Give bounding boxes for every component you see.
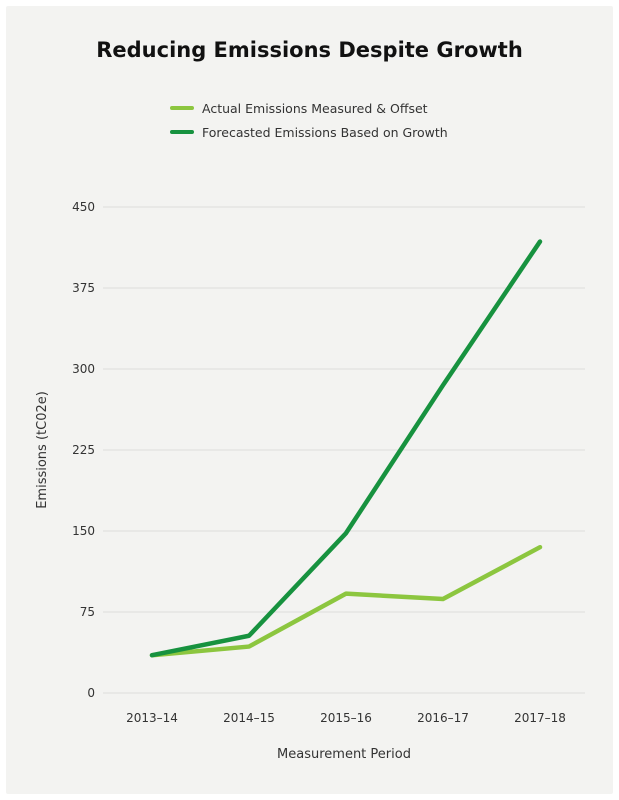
series-line-1 (149, 239, 543, 658)
series-line-0 (149, 544, 543, 658)
chart-card (6, 6, 613, 794)
series-lines (149, 239, 543, 658)
x-tick-labels: 2013–14 2014–15 2015–16 2016–17 2017–18 (126, 711, 566, 725)
chart-title: Reducing Emissions Despite Growth (96, 38, 523, 62)
legend-item-actual: Actual Emissions Measured & Offset (170, 96, 448, 120)
x-tick-label: 2013–14 (126, 711, 178, 725)
legend-swatch-actual (170, 106, 194, 110)
y-tick-labels: 0 75 150 225 300 375 450 (72, 200, 95, 700)
y-axis-title: Emissions (tC02e) (35, 391, 50, 509)
y-tick-label: 150 (72, 524, 95, 538)
x-axis-title: Measurement Period (277, 747, 411, 762)
x-tick-label: 2014–15 (223, 711, 275, 725)
legend-item-forecast: Forecasted Emissions Based on Growth (170, 120, 448, 144)
legend-swatch-forecast (170, 130, 194, 134)
legend: Actual Emissions Measured & Offset Forec… (170, 96, 448, 144)
y-tick-label: 375 (72, 281, 95, 295)
y-tick-label: 75 (80, 605, 95, 619)
legend-label-actual: Actual Emissions Measured & Offset (202, 100, 428, 116)
y-tick-label: 300 (72, 362, 95, 376)
x-tick-label: 2017–18 (514, 711, 566, 725)
y-tick-label: 0 (87, 686, 95, 700)
gridlines (103, 206, 585, 694)
legend-label-forecast: Forecasted Emissions Based on Growth (202, 124, 448, 140)
y-tick-label: 225 (72, 443, 95, 457)
x-tick-label: 2015–16 (320, 711, 372, 725)
x-tick-label: 2016–17 (417, 711, 469, 725)
y-tick-label: 450 (72, 200, 95, 214)
